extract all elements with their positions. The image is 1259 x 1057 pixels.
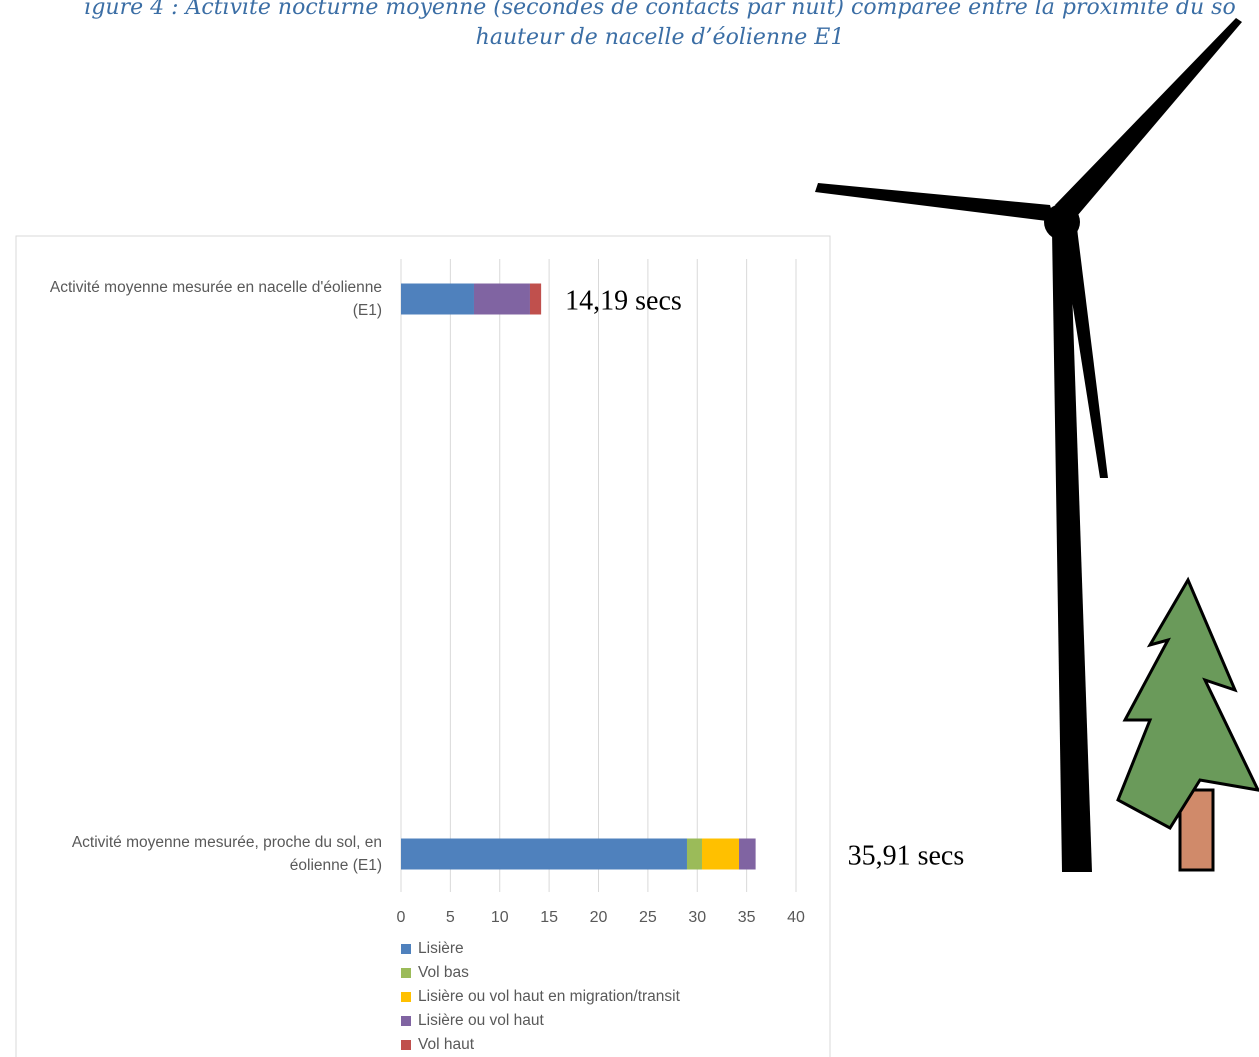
x-tick-label: 25	[639, 909, 657, 926]
bar-segment	[686, 838, 702, 870]
legend-label: Vol bas	[418, 964, 469, 981]
y-tick-label: Activité moyenne mesurée en nacelle d'éo…	[49, 279, 382, 319]
x-tick-label: 0	[397, 909, 406, 926]
x-tick-label: 35	[738, 909, 756, 926]
x-tick-label: 30	[688, 909, 706, 926]
total-label: 35,91 secs	[848, 840, 965, 871]
bar-segment	[701, 838, 740, 870]
bar-segment	[401, 838, 687, 870]
legend-label: Lisière	[418, 940, 464, 957]
x-tick-label: 20	[590, 909, 608, 926]
legend-swatch	[401, 944, 411, 954]
total-label: 14,19 secs	[565, 285, 682, 316]
legend-swatch	[401, 1016, 411, 1026]
x-tick-label: 15	[540, 909, 558, 926]
wind-turbine	[815, 18, 1242, 872]
bar-segment	[473, 283, 530, 315]
legend-swatch	[401, 968, 411, 978]
chart-frame	[15, 235, 831, 1057]
bar-segment	[401, 283, 474, 315]
x-tick-label: 10	[491, 909, 509, 926]
x-tick-label: 5	[446, 909, 455, 926]
x-tick-label: 40	[787, 909, 805, 926]
chart-title: igure 4 : Activité nocturne moyenne (sec…	[84, 0, 1235, 20]
legend-swatch	[401, 992, 411, 1002]
legend-swatch	[401, 1040, 411, 1050]
tree	[1116, 576, 1259, 872]
bar-segment	[739, 838, 756, 870]
y-tick-label: Activité moyenne mesurée, proche du sol,…	[71, 834, 382, 874]
legend-label: Lisière ou vol haut en migration/transit	[418, 988, 681, 1005]
chart-title: hauteur de nacelle d’éolienne E1	[476, 25, 845, 50]
legend-label: Lisière ou vol haut	[418, 1012, 544, 1029]
legend-label: Vol haut	[418, 1036, 475, 1053]
bar-segment	[529, 283, 542, 315]
